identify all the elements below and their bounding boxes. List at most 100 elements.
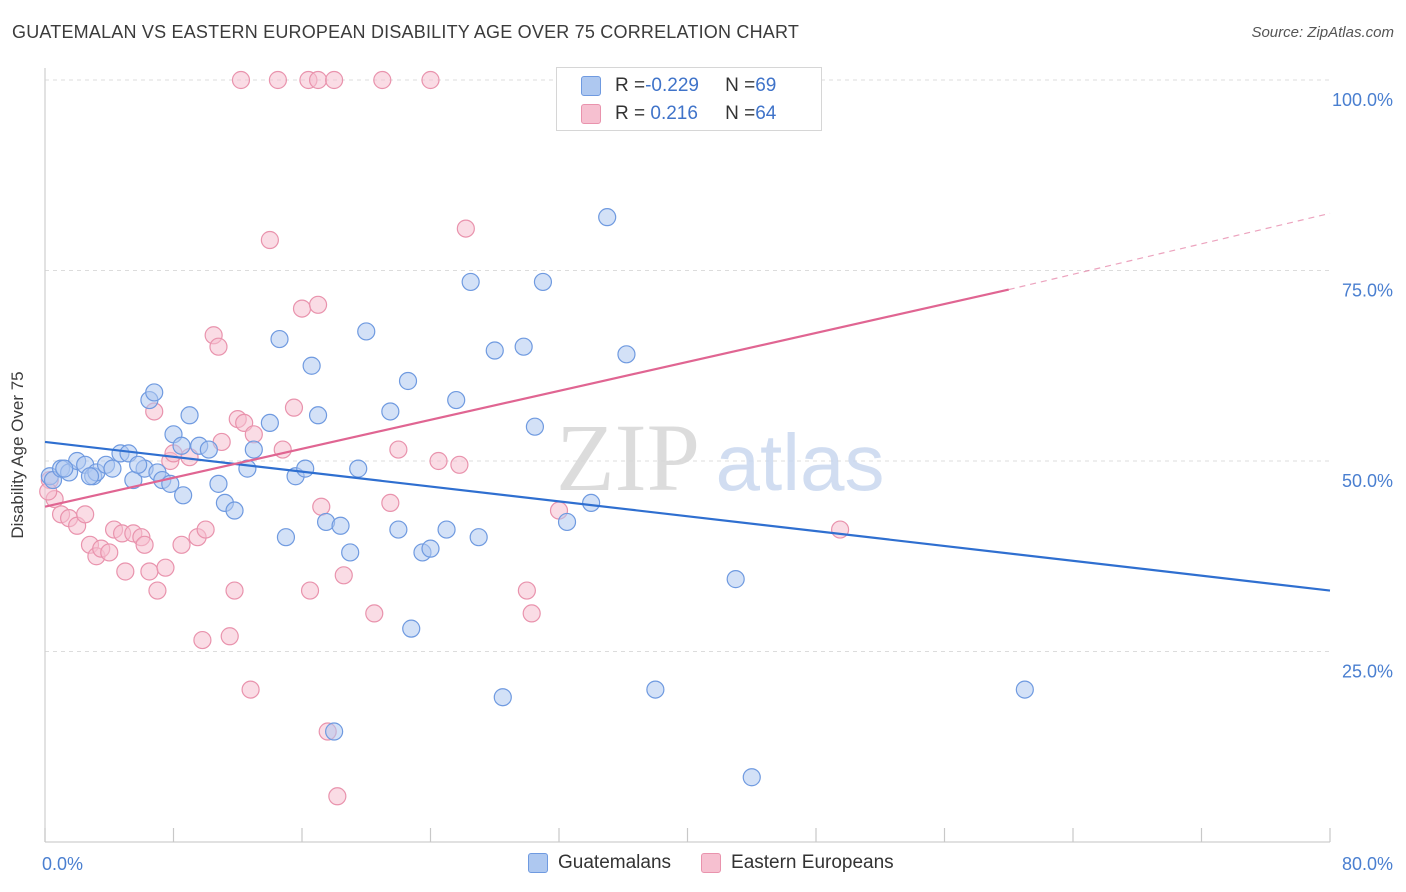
guatemalan-point (296, 459, 315, 478)
guatemalan-point (349, 459, 368, 478)
watermark: ZIP atlas (556, 404, 884, 511)
eastern-european-point (450, 455, 469, 474)
eastern-european-point (156, 558, 175, 577)
trend-lines (44, 212, 1331, 592)
guatemalan-point (742, 768, 761, 787)
guatemalan-point (402, 619, 421, 638)
legend-row-eastern-europeans: R = 0.216 N = 64 (581, 101, 776, 127)
guatemalan-point (80, 467, 100, 486)
eastern-european-point (421, 70, 440, 90)
legend-r-label: R = (615, 75, 646, 96)
guatemalan-point (331, 516, 350, 535)
legend-swatch-blue (581, 76, 601, 96)
eastern-european-point (381, 493, 400, 513)
legend-n-label: N = (725, 103, 756, 124)
eastern-european-point (308, 295, 328, 314)
guatemalan-point (341, 543, 360, 562)
legend-r-label: R = (615, 103, 646, 124)
guatemalan-point (447, 390, 466, 410)
eastern-european-point (429, 451, 448, 471)
eastern-european-point (225, 581, 244, 600)
eastern-european-point (220, 627, 239, 646)
eastern-european-point (100, 543, 119, 562)
eastern-european-point (389, 440, 408, 459)
bottom-legend-label: Eastern Europeans (731, 852, 894, 873)
guatemalan-point (270, 329, 289, 349)
guatemalan-point (485, 341, 504, 360)
guatemalan-point (302, 356, 321, 375)
guatemalan-point (225, 501, 244, 520)
legend-n-value: 69 (755, 75, 777, 96)
guatemalan-point (260, 413, 279, 432)
eastern-european-point (260, 230, 279, 250)
guatemalan-trendline (44, 440, 1331, 592)
bottom-legend: Guatemalans Eastern Europeans (528, 852, 924, 874)
guatemalan-point (617, 345, 636, 364)
x-tick-label: 0.0% (42, 854, 83, 874)
legend-box: R = -0.229 N = 69 R = 0.216 N = 64 (556, 67, 822, 131)
guatemalan-point (180, 406, 199, 425)
guatemalan-point (103, 459, 122, 478)
legend-row-guatemalans: R = -0.229 N = 69 (581, 73, 776, 99)
eastern-european-point (231, 70, 251, 90)
eastern-european-point (244, 425, 263, 444)
eastern-european-trendline (44, 288, 1009, 508)
guatemalan-point (199, 440, 218, 459)
eastern-european-point (148, 581, 167, 600)
guatemalan-point (557, 512, 577, 532)
guatemalan-point (172, 436, 191, 455)
x-tick-label: 80.0% (1342, 854, 1393, 874)
grid-lines (45, 79, 1330, 652)
guatemalan-point (398, 371, 418, 391)
eastern-european-point (312, 497, 331, 516)
guatemalan-point (145, 383, 164, 402)
chart-title: GUATEMALAN VS EASTERN EUROPEAN DISABILIT… (12, 22, 800, 42)
chart-source: Source: ZipAtlas.com (1251, 24, 1394, 41)
guatemalan-point (533, 272, 553, 292)
y-tick-label: 100.0% (1332, 90, 1393, 110)
eastern-european-trendline-extension (1008, 212, 1331, 291)
eastern-european-point (76, 505, 95, 524)
legend-swatch-pink (581, 104, 601, 124)
guatemalan-point (308, 406, 328, 425)
bottom-legend-guatemalans: Guatemalans (528, 852, 671, 874)
guatemalan-point (55, 459, 74, 478)
watermark-atlas: atlas (716, 418, 885, 507)
eastern-european-point (116, 562, 135, 581)
guatemalan-point (461, 272, 480, 292)
guatemalan-point (209, 474, 228, 493)
y-tick-label: 50.0% (1342, 471, 1393, 491)
eastern-european-point (300, 581, 320, 600)
guatemalan-point (582, 493, 601, 513)
guatemalan-point (174, 486, 193, 505)
guatemalan-point (525, 417, 545, 436)
watermark-zip: ZIP (556, 404, 700, 511)
y-tick-label: 75.0% (1342, 281, 1393, 301)
guatemalan-point (381, 402, 400, 421)
eastern-european-point (456, 219, 475, 238)
legend-n-label: N = (725, 75, 756, 96)
eastern-european-point (172, 535, 191, 554)
guatemalan-point (276, 528, 296, 547)
bottom-legend-swatch-blue (528, 853, 548, 873)
eastern-european-point (365, 604, 384, 623)
legend-n-value: 64 (755, 103, 777, 124)
eastern-european-point (135, 535, 154, 554)
bottom-legend-label: Guatemalans (558, 852, 672, 873)
eastern-european-point (241, 680, 260, 699)
eastern-european-point (328, 787, 347, 806)
guatemalan-point (646, 680, 665, 699)
guatemalan-points (40, 208, 1034, 787)
bottom-legend-swatch-pink (701, 853, 722, 873)
guatemalan-point (437, 520, 456, 539)
legend-r-value: -0.229 (645, 75, 699, 96)
legend-r-value: 0.216 (645, 103, 698, 124)
guatemalan-point (469, 528, 488, 547)
guatemalan-point (325, 722, 344, 741)
guatemalan-point (129, 455, 148, 474)
guatemalan-point (421, 539, 440, 558)
eastern-european-point (196, 520, 215, 539)
y-tick-label: 25.0% (1342, 662, 1393, 682)
eastern-european-point (373, 70, 392, 90)
